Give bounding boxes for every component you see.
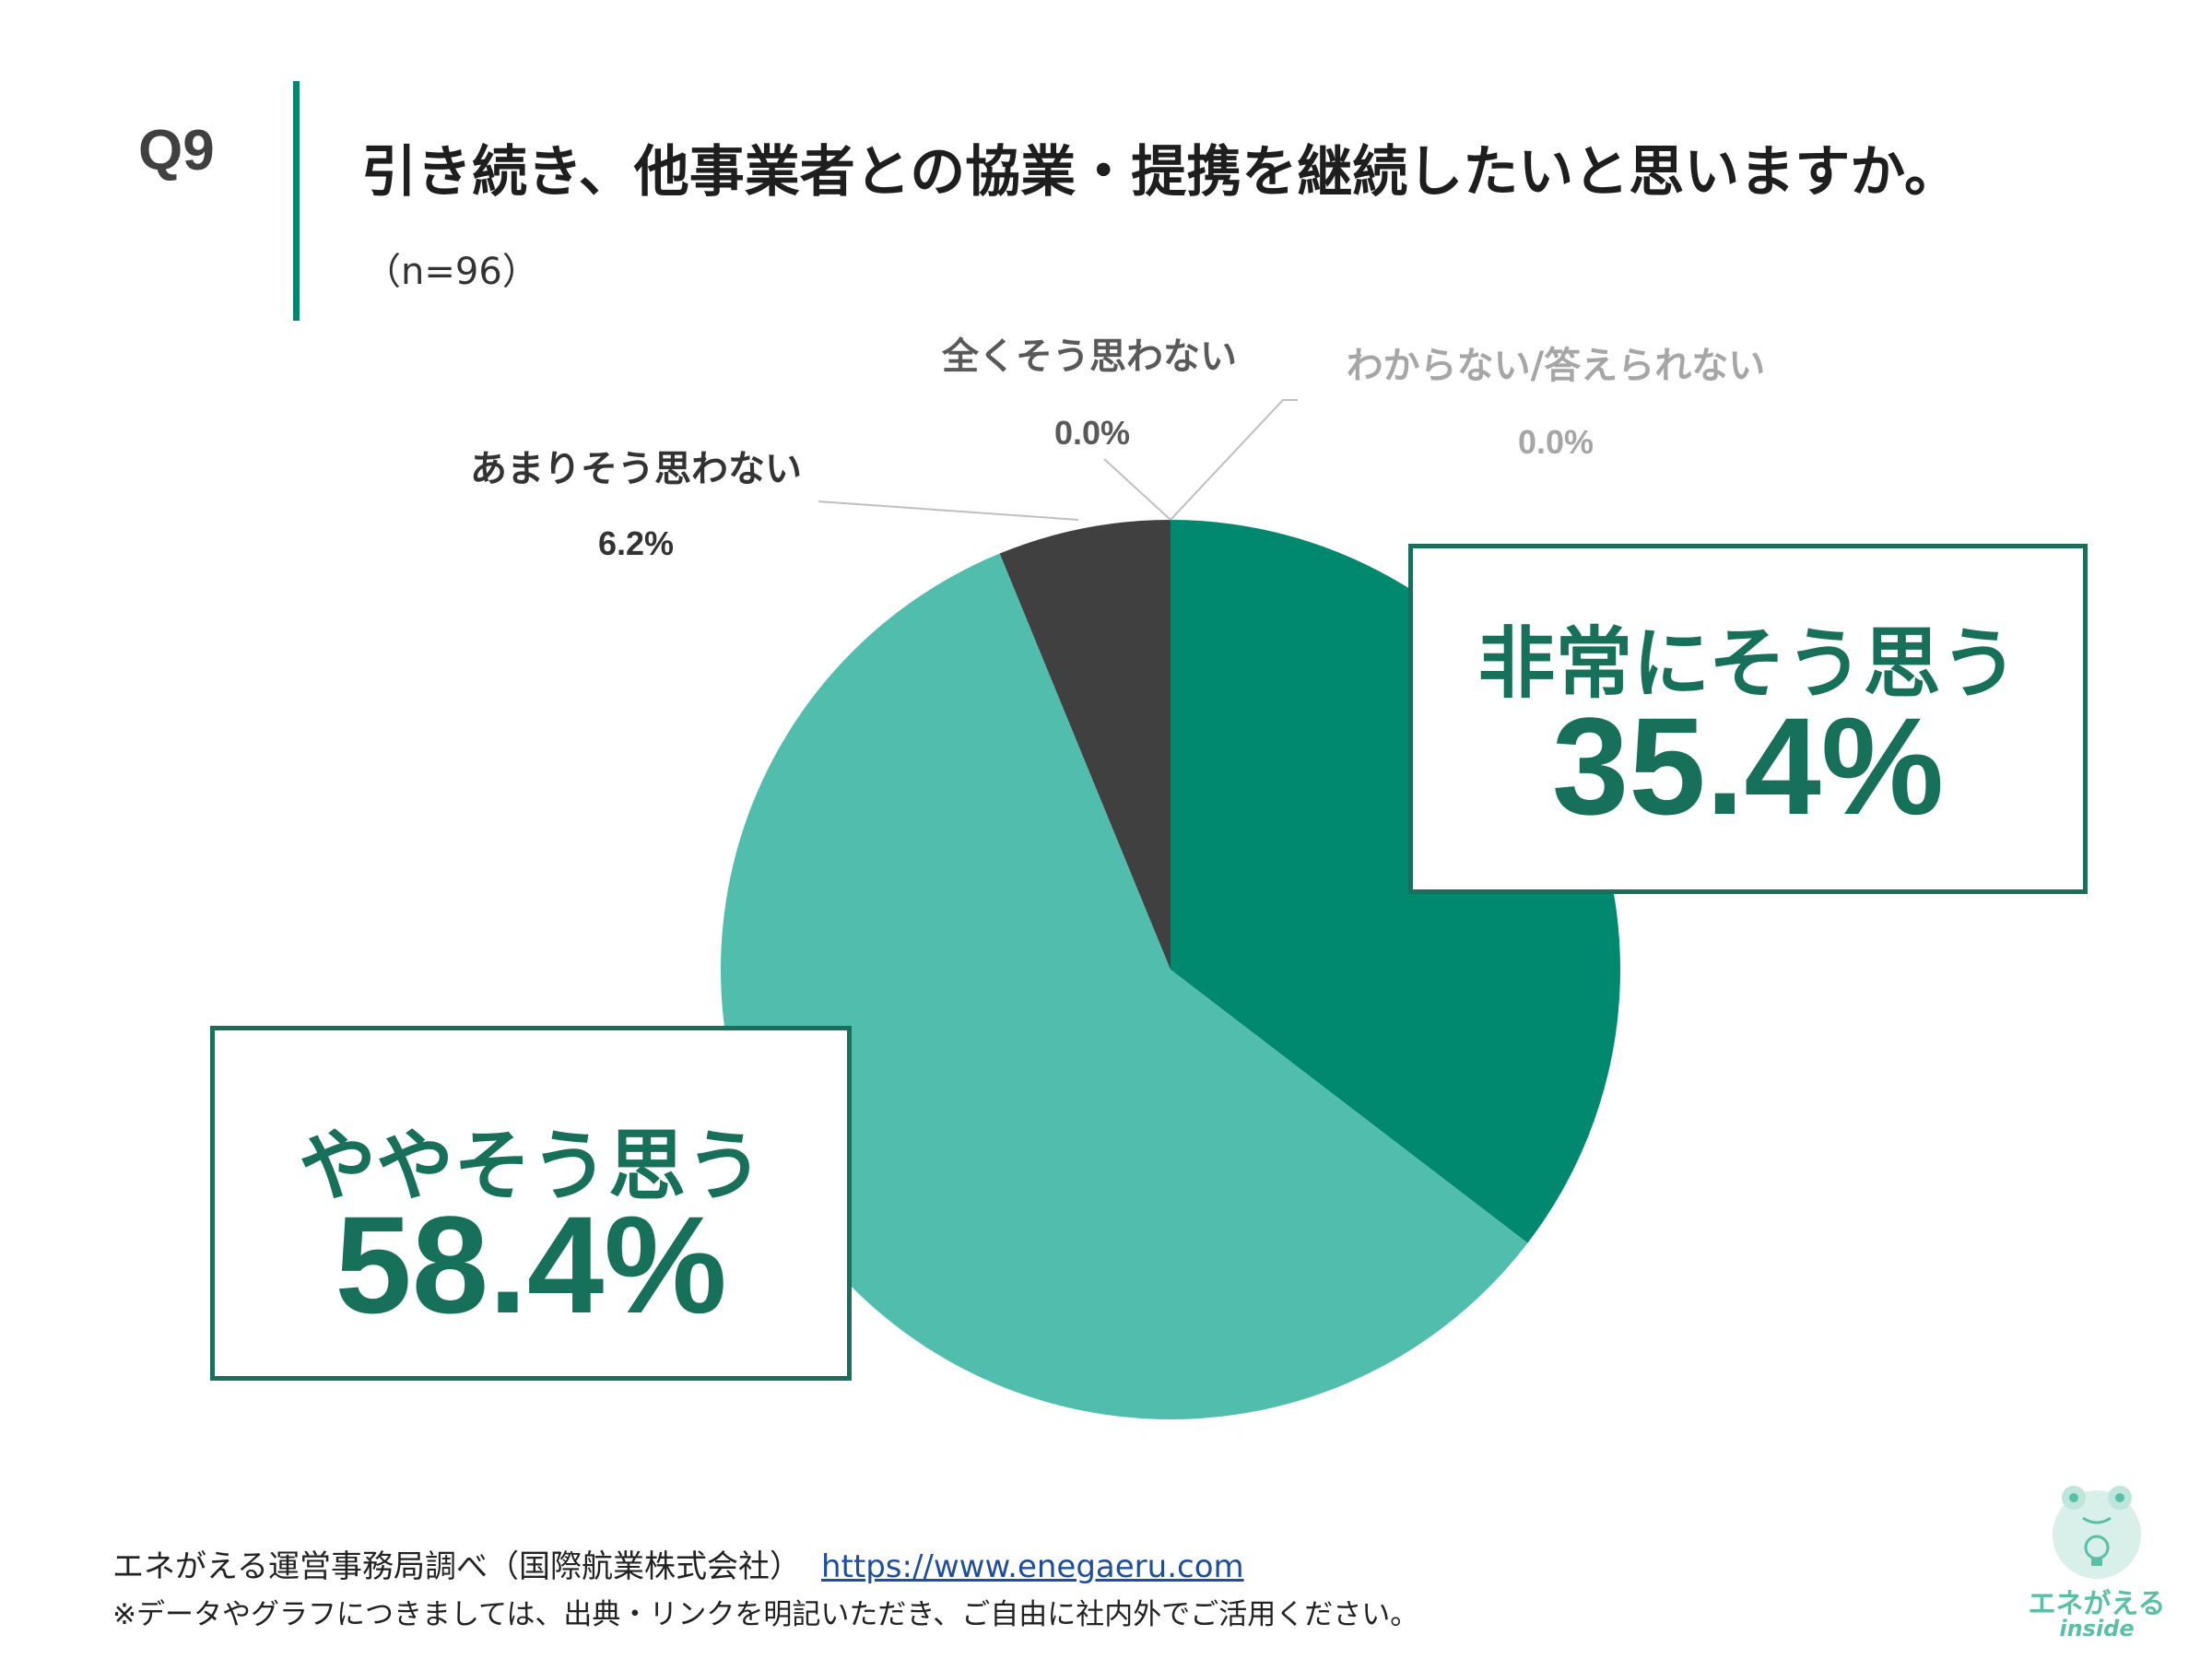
callout-very-much-label: 非常にそう思う — [1477, 618, 2018, 709]
callout-somewhat-label: ややそう思う — [298, 1121, 763, 1211]
slice-value-not-at-all: 0.0% — [1054, 414, 1130, 452]
source-link[interactable]: https://www.enegaeru.com — [820, 1548, 1244, 1585]
logo-subtext: inside — [2059, 1616, 2135, 1641]
leader-line-not-at-all — [1103, 458, 1171, 521]
source-credit: エネがえる運営事務局調べ（国際航業株式会社） https://www.enegae… — [112, 1541, 1244, 1586]
sample-size: （n=96） — [364, 251, 539, 293]
slice-label-not-much: あまりそう思わない — [470, 448, 802, 490]
pie-slice-somewhat — [720, 553, 1528, 1420]
slice-label-not-at-all: 全くそう思わない — [941, 335, 1237, 378]
pie-slice-not-much — [999, 520, 1171, 970]
slice-label-dont-know: わからない/答えられない — [1347, 345, 1766, 387]
callout-somewhat-value: 58.4% — [335, 1187, 727, 1342]
source-text: エネがえる運営事務局調べ（国際航業株式会社） — [112, 1548, 801, 1585]
leader-line-not-much — [818, 500, 1079, 521]
title-accent-bar — [293, 81, 300, 321]
enegaeru-logo: エネがえる inside — [2018, 1470, 2175, 1645]
slice-value-dont-know: 0.0% — [1518, 423, 1594, 461]
slice-value-not-much: 6.2% — [598, 524, 674, 562]
callout-somewhat: ややそう思う 58.4% — [210, 1026, 852, 1381]
page-title: 引き続き、他事業者との協業・提携を継続したいと思いますか。 — [361, 140, 1959, 205]
usage-note: ※データやグラフにつきましては、出典・リンクを明記いただき、ご自由に社内外でご活… — [112, 1598, 1419, 1631]
logo-text: エネがえる — [2028, 1588, 2166, 1620]
callout-very-much: 非常にそう思う 35.4% — [1408, 544, 2088, 894]
leader-line-dont-know — [1170, 399, 1298, 521]
question-number: Q9 — [138, 119, 215, 182]
frog-lightbulb-icon — [2053, 1486, 2141, 1579]
callout-very-much-value: 35.4% — [1551, 688, 1945, 843]
